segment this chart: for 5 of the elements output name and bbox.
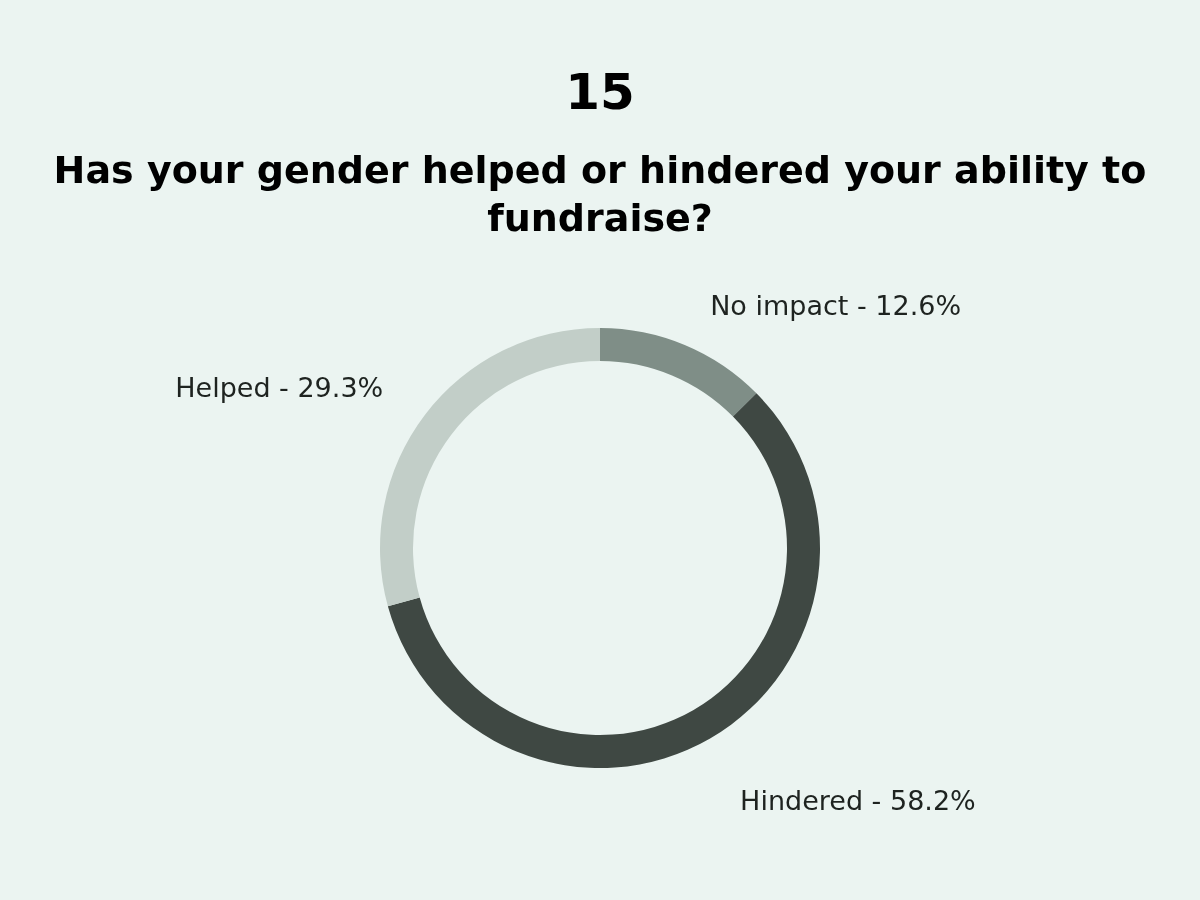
slice-label: Helped - 29.3% <box>175 372 384 404</box>
chart-title: 15 <box>564 62 636 122</box>
slice-label: No impact - 12.6% <box>710 290 962 322</box>
chart-subtitle: Has your gender helped or hindered your ability to fundraise? <box>52 147 1148 242</box>
slice-label: Hindered - 58.2% <box>740 785 976 817</box>
